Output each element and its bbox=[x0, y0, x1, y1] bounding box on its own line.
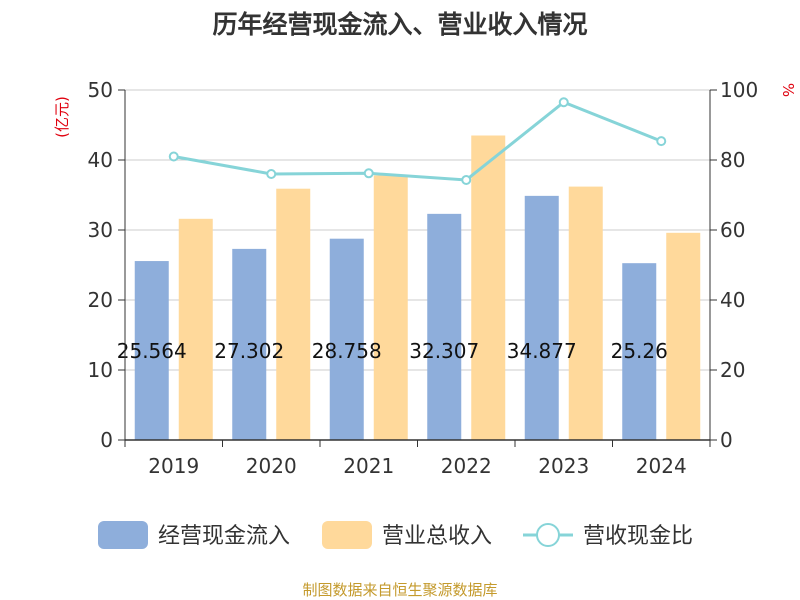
bar-revenue bbox=[276, 188, 311, 440]
data-label: 25.564 bbox=[117, 339, 187, 363]
left-axis-tick-label: 0 bbox=[100, 428, 113, 452]
data-label: 27.302 bbox=[214, 339, 284, 363]
bar-revenue bbox=[568, 186, 603, 440]
data-label: 25.26 bbox=[611, 339, 668, 363]
right-axis-tick-label: 100 bbox=[720, 78, 758, 102]
ratio-point bbox=[363, 168, 374, 179]
x-axis-tick-label: 2021 bbox=[343, 454, 394, 478]
legend-swatch-bar bbox=[98, 521, 148, 549]
x-axis-tick-label: 2024 bbox=[636, 454, 687, 478]
bar-revenue bbox=[471, 135, 506, 440]
legend: 经营现金流入 营业总收入 营收现金比 bbox=[98, 521, 693, 549]
right-axis-tick-label: 80 bbox=[720, 148, 745, 172]
right-axis-tick-label: 40 bbox=[720, 288, 745, 312]
bar-cash-inflow bbox=[232, 248, 267, 440]
chart-title: 历年经营现金流入、营业收入情况 bbox=[212, 10, 587, 39]
legend-swatch-marker bbox=[536, 523, 560, 547]
ratio-line bbox=[173, 100, 662, 182]
data-label: 34.877 bbox=[507, 339, 577, 363]
bar-cash-inflow bbox=[134, 261, 169, 440]
legend-label: 营收现金比 bbox=[583, 524, 693, 549]
bar-cash-inflow bbox=[427, 213, 462, 440]
left-axis-tick-label: 10 bbox=[88, 358, 113, 382]
right-axis-unit: % bbox=[779, 83, 797, 97]
left-axis-tick-label: 20 bbox=[88, 288, 113, 312]
ratio-point bbox=[558, 97, 569, 108]
bar-revenue bbox=[373, 175, 408, 440]
bar-cash-inflow bbox=[329, 238, 364, 440]
right-axis-tick-label: 60 bbox=[720, 218, 745, 242]
grid-lines bbox=[125, 89, 710, 371]
data-label: 28.758 bbox=[312, 339, 382, 363]
legend-swatch-bar bbox=[322, 521, 372, 549]
left-axis-tick-label: 30 bbox=[88, 218, 113, 242]
x-axis-tick-label: 2023 bbox=[538, 454, 589, 478]
ratio-point bbox=[461, 174, 472, 185]
left-axis-tick-label: 40 bbox=[88, 148, 113, 172]
bar-cash-inflow bbox=[524, 195, 559, 440]
right-axis-tick-label: 20 bbox=[720, 358, 745, 382]
left-axis-tick-label: 50 bbox=[88, 78, 113, 102]
ratio-point bbox=[168, 151, 179, 162]
source-note: 制图数据来自恒生聚源数据库 bbox=[302, 581, 497, 599]
legend-label: 营业总收入 bbox=[382, 524, 492, 549]
ratio-point bbox=[266, 169, 277, 179]
bar-revenue bbox=[178, 218, 213, 440]
x-axis-tick-label: 2019 bbox=[148, 454, 199, 478]
legend-label: 经营现金流入 bbox=[158, 524, 290, 549]
x-axis-tick-label: 2022 bbox=[441, 454, 492, 478]
bar-marks bbox=[134, 135, 701, 440]
data-label: 32.307 bbox=[409, 339, 479, 363]
right-axis-tick-label: 0 bbox=[720, 428, 733, 452]
left-axis-unit: (亿元) bbox=[53, 96, 71, 138]
line-series bbox=[168, 97, 667, 185]
axes: 0 10 20 30 40 50 0 20 40 60 80 100 2019 2020 2021 2022 2… bbox=[88, 78, 759, 478]
bar-revenue bbox=[666, 232, 701, 440]
bar-cash-inflow bbox=[622, 263, 657, 440]
ratio-point bbox=[656, 136, 667, 147]
data-labels: 25.564 27.302 28.758 32.307 34.877 25.26 bbox=[117, 339, 668, 363]
x-axis-tick-label: 2020 bbox=[246, 454, 297, 478]
